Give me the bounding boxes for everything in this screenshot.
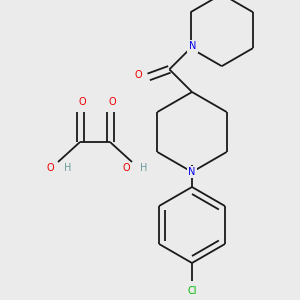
Text: O: O <box>122 163 130 173</box>
Text: H: H <box>64 163 72 173</box>
Text: O: O <box>108 97 116 107</box>
Text: O: O <box>135 70 142 80</box>
Text: N: N <box>188 167 196 177</box>
Text: O: O <box>78 97 86 107</box>
Text: Cl: Cl <box>187 286 197 296</box>
Text: N: N <box>189 41 196 51</box>
Text: O: O <box>46 163 54 173</box>
Text: H: H <box>140 163 148 173</box>
